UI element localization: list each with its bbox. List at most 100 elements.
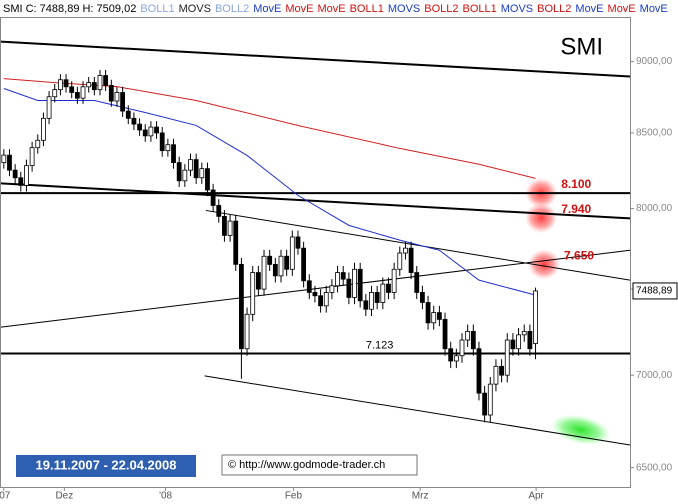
level-label: 7.123 (366, 339, 394, 351)
candle-body (137, 123, 142, 131)
candle-body (120, 92, 126, 112)
candle-body (453, 355, 459, 362)
candle-body (363, 300, 369, 310)
indicator-name: BOLL2 (215, 3, 249, 15)
y-tick-label: 8500,00 (636, 128, 673, 139)
candle-body (250, 272, 256, 315)
x-tick-label: '07 (0, 491, 11, 502)
candle-body (487, 383, 493, 416)
candle-body (340, 272, 346, 280)
candle-body (1, 154, 7, 164)
level-label: 7.650 (564, 249, 594, 263)
candle-body (284, 255, 290, 270)
candle-body (510, 339, 516, 350)
candle-body (255, 272, 261, 290)
candle-body (125, 110, 131, 119)
candle-body (57, 79, 63, 91)
candle-body (521, 330, 527, 336)
candle-body (386, 283, 391, 293)
moving-average (3, 88, 536, 296)
candle-body (329, 285, 335, 293)
indicator-name: BOLL1 (350, 3, 384, 15)
candle-body (142, 129, 148, 137)
candle-body (199, 168, 205, 179)
candle-body (86, 82, 92, 88)
candle-body (159, 132, 165, 152)
candle-body (12, 169, 18, 179)
indicator-name: MOVS (388, 3, 420, 15)
candle-body (210, 189, 216, 206)
candle-body (476, 348, 482, 394)
level-glow (528, 249, 561, 280)
candle-body (46, 96, 52, 119)
candle-body (499, 365, 504, 376)
candle-body (154, 126, 159, 134)
last-price-label: 7488,89 (636, 286, 673, 297)
x-tick-label: '08 (159, 491, 172, 502)
candle-body (80, 86, 86, 99)
candle-body (374, 292, 380, 303)
candle-body (533, 290, 538, 344)
date-range: 19.11.2007 - 22.04.2008 (36, 457, 177, 472)
candle-body (414, 272, 420, 293)
candle-body (380, 283, 386, 303)
y-tick-label: 6500,00 (636, 462, 673, 473)
candle-body (131, 117, 137, 125)
chart-title: SMI (560, 33, 603, 60)
plot-frame (0, 17, 631, 488)
candle-body (97, 75, 103, 91)
candle-body (516, 334, 521, 350)
candle-body (108, 84, 114, 102)
copyright-box (221, 454, 418, 476)
indicator-name: MovE (608, 3, 636, 15)
candle-body (222, 215, 227, 236)
candle-body (148, 126, 154, 137)
last-price-box (632, 282, 678, 300)
candle-body (323, 292, 329, 307)
candle-body (318, 295, 323, 307)
y-tick-label: 7000,00 (636, 370, 673, 381)
candle-body (369, 292, 374, 310)
candle-body (425, 302, 431, 324)
candle-body (244, 313, 250, 350)
candle-body (436, 312, 442, 320)
candle-body (24, 165, 29, 186)
x-tick-label: Mrz (412, 491, 429, 502)
y-tick-label: 8000,00 (636, 203, 673, 214)
candle-body (267, 255, 273, 265)
candle-body (261, 255, 267, 290)
candle-body (335, 272, 340, 287)
candle-body (188, 159, 193, 171)
indicator-name: MOVS (179, 3, 211, 15)
candle-body (357, 268, 363, 302)
candle-body (465, 330, 471, 341)
candle-body (114, 92, 120, 102)
trendline (204, 375, 631, 446)
candle-body (295, 236, 301, 249)
candle-body (171, 144, 176, 164)
candle-body (272, 263, 278, 277)
candle-body (403, 247, 408, 254)
candle-body (7, 154, 12, 171)
candle-body (408, 247, 414, 273)
candle-body (91, 82, 97, 91)
candle-body (289, 236, 295, 270)
candle-body (301, 247, 307, 282)
candle-body (182, 169, 188, 182)
candle-body (459, 339, 465, 357)
candle-body (69, 86, 75, 93)
candle-body (482, 392, 488, 416)
candle-body (29, 147, 35, 167)
x-tick-label: Dez (55, 491, 73, 502)
candle-body (504, 339, 510, 376)
x-tick-label: Apr (528, 491, 544, 502)
indicator-name: MovE (285, 3, 313, 15)
indicator-name: MovE (253, 3, 281, 15)
candle-body (431, 312, 437, 324)
candle-body (397, 252, 403, 270)
candle-body (205, 168, 210, 191)
date-box (16, 455, 196, 477)
indicator-name: MovE (575, 3, 603, 15)
candle-body (52, 89, 58, 98)
candle-body (278, 255, 284, 277)
